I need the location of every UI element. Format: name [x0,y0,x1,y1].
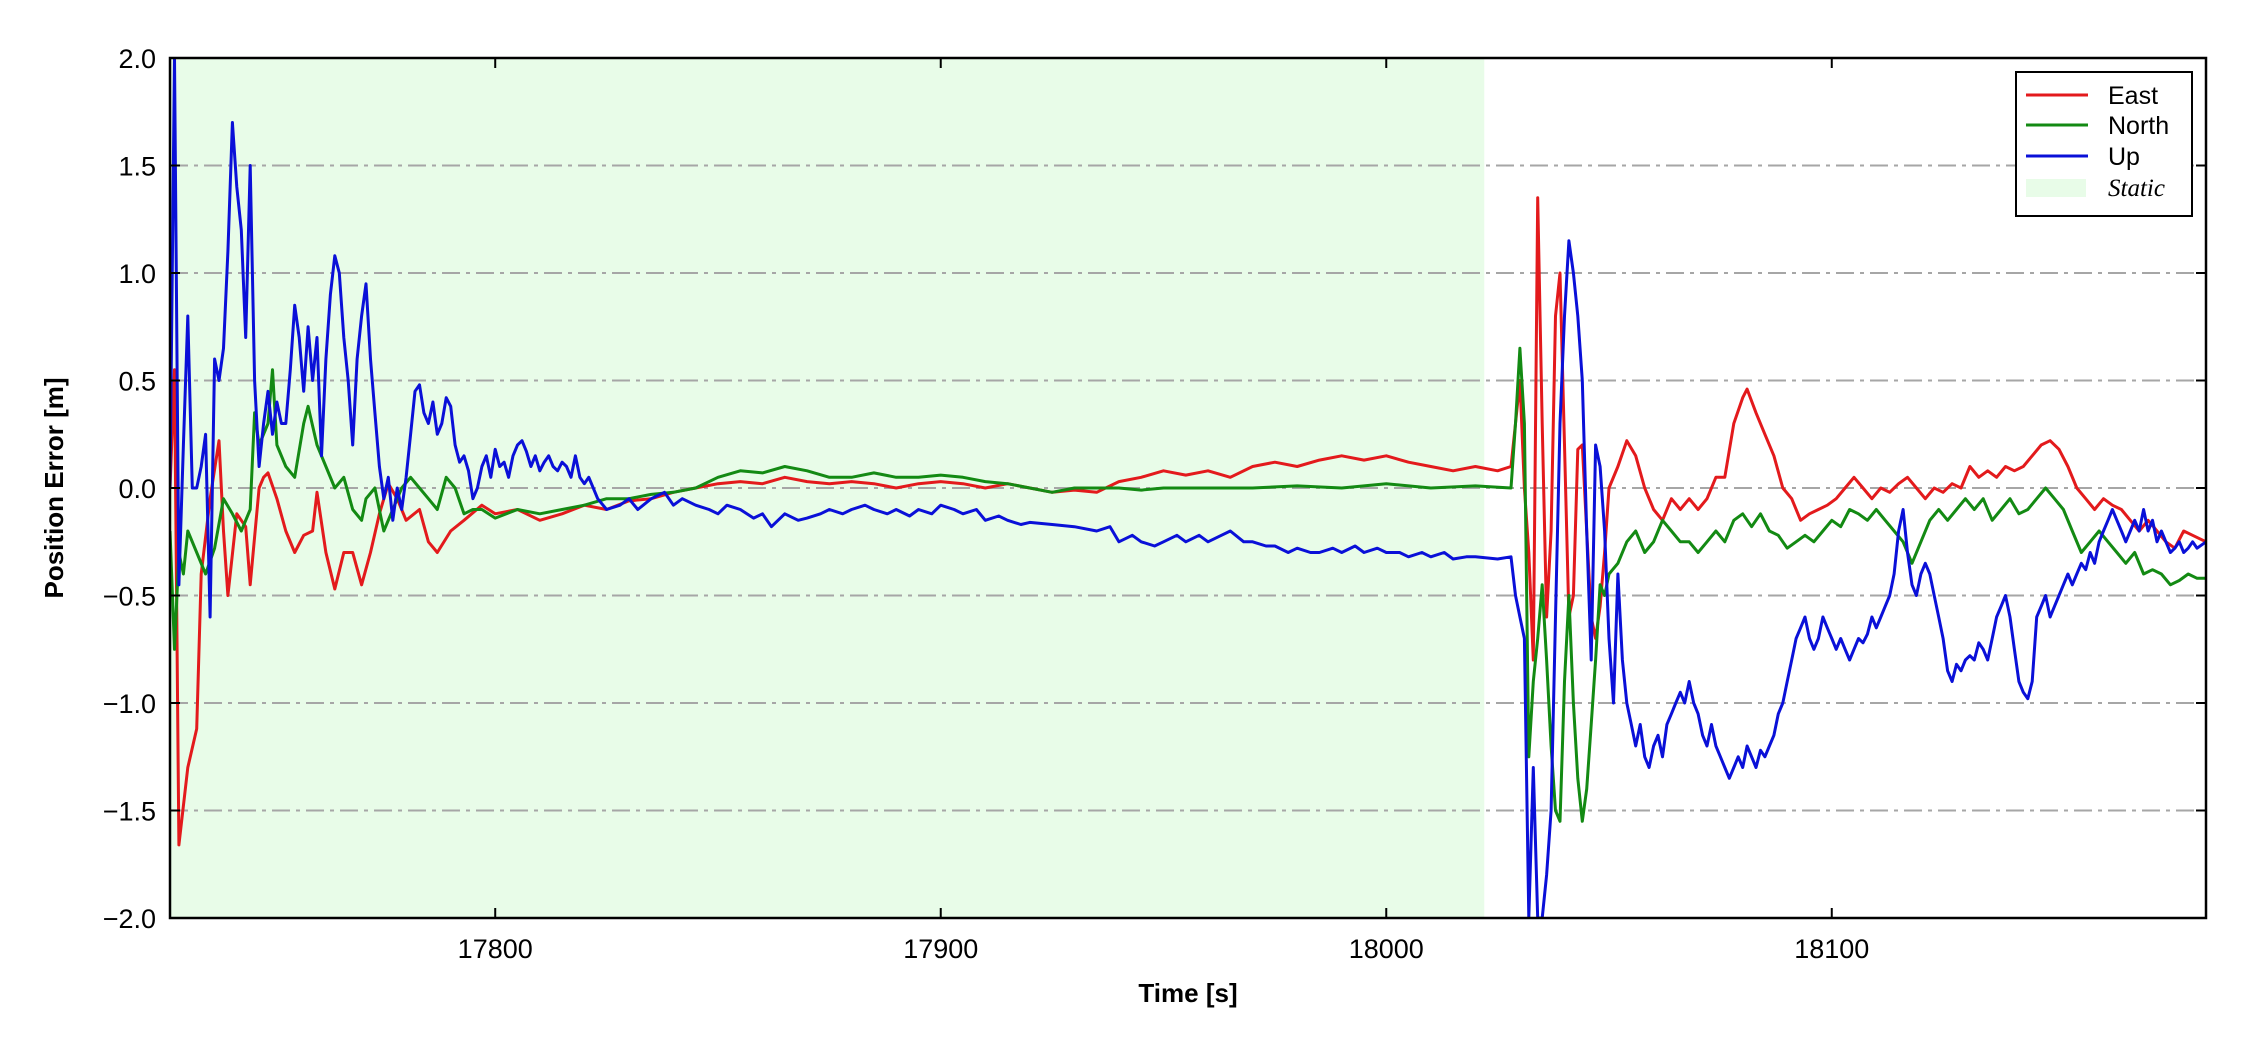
y-tick-label: −2.0 [103,904,156,934]
y-tick-label: 2.0 [118,44,156,74]
legend-swatch-static [2026,179,2086,197]
x-tick-label: 17800 [458,934,533,964]
series-layer [170,58,2206,918]
legend-label-static: Static [2108,175,2165,202]
series-line-up [170,58,2206,918]
legend-label-up: Up [2108,143,2140,171]
y-tick-label: 1.0 [118,259,156,289]
x-axis-title: Time [s] [1138,978,1237,1008]
y-tick-label: 1.5 [118,152,156,182]
series-line-north [170,346,2206,823]
ticks-layer: 17800 17900 18000 18100 2.0 1.5 1.0 0.5 0.0 −0.5 −… [103,44,2206,964]
x-tick-label: 18000 [1349,934,1424,964]
legend: East North Up Static [2015,71,2193,217]
x-tick-label: 17900 [903,934,978,964]
y-tick-label: −0.5 [103,582,156,612]
y-tick-label: −1.0 [103,689,156,719]
legend-label-north: North [2108,112,2169,140]
x-tick-label: 18100 [1794,934,1869,964]
y-axis-title: Position Error [m] [39,377,69,598]
y-tick-label: 0.0 [118,474,156,504]
y-tick-label: −1.5 [103,797,156,827]
y-tick-label: 0.5 [118,367,156,397]
legend-label-east: East [2108,82,2158,110]
